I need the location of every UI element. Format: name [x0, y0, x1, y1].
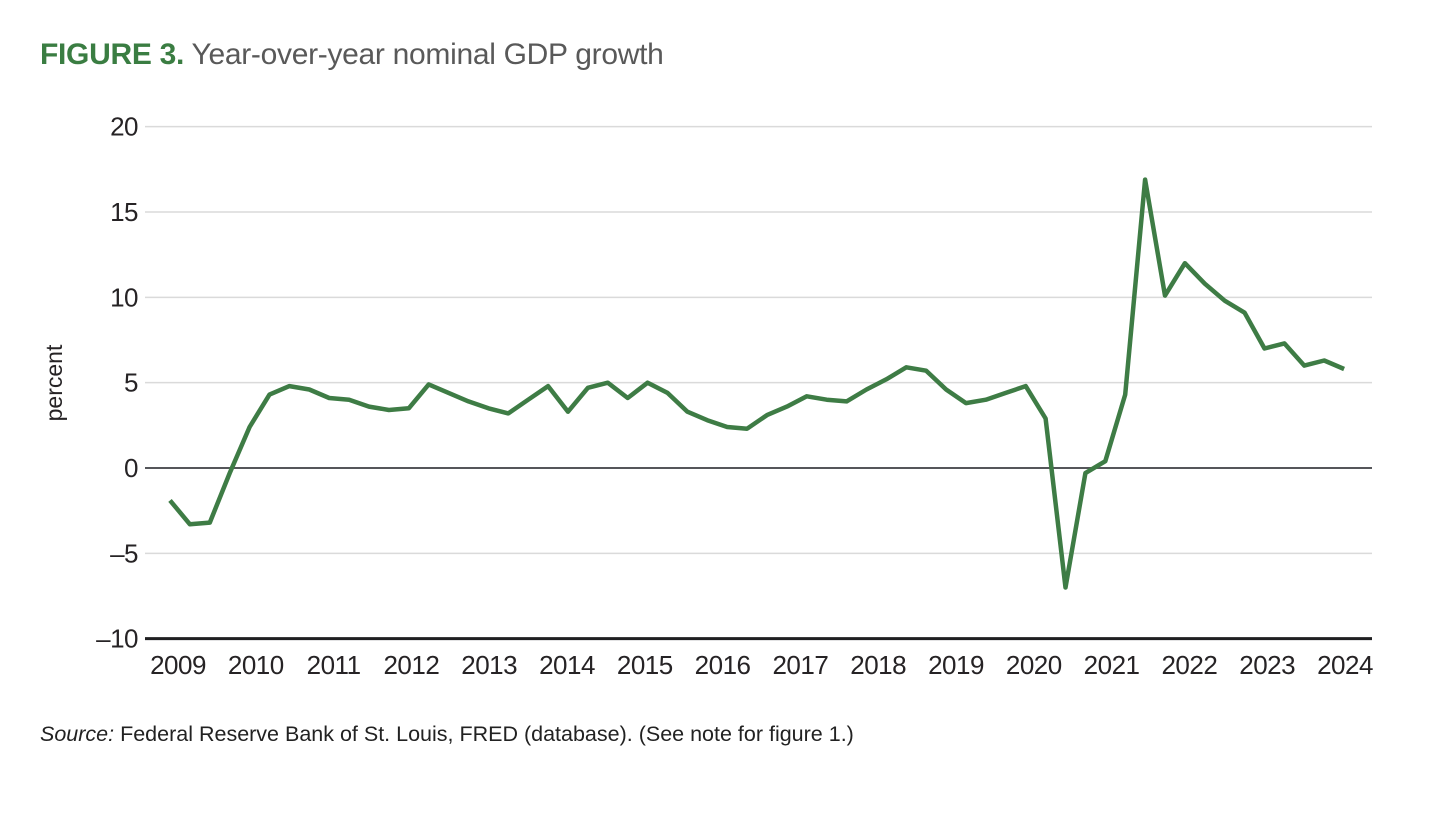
y-tick-label: 5	[124, 368, 138, 398]
x-tick-label: 2019	[928, 650, 984, 680]
x-tick-label: 2017	[772, 650, 828, 680]
x-tick-label: 2016	[695, 650, 751, 680]
y-tick-label: 15	[110, 197, 138, 227]
x-axis-tick-labels: 2009 2010 2011 2012 2013 2014 2015 2016 2017 2018…	[150, 650, 1373, 680]
x-tick-label: 2021	[1084, 650, 1140, 680]
x-tick-label: 2014	[539, 650, 595, 680]
source-note: Source: Federal Reserve Bank of St. Loui…	[40, 722, 854, 747]
gdp-growth-line	[168, 177, 1345, 590]
y-tick-label: –5	[110, 538, 138, 568]
y-tick-label: 0	[124, 453, 138, 483]
source-text: Federal Reserve Bank of St. Louis, FRED …	[114, 722, 854, 746]
figure-title: FIGURE 3. Year-over-year nominal GDP gro…	[40, 38, 664, 72]
y-tick-label: –10	[96, 624, 138, 654]
source-prefix: Source:	[40, 722, 115, 746]
x-tick-label: 2012	[383, 650, 439, 680]
x-tick-label: 2010	[228, 650, 284, 680]
y-tick-label: 10	[110, 282, 138, 312]
x-tick-label: 2015	[617, 650, 673, 680]
y-axis-tick-labels: 20 15 10 5 0 –5 –10	[96, 112, 138, 654]
x-tick-label: 2020	[1006, 650, 1062, 680]
figure-title-text: Year-over-year nominal GDP growth	[191, 38, 664, 71]
gridlines-group	[145, 125, 1372, 641]
x-tick-label: 2018	[850, 650, 906, 680]
y-axis-title: percent	[41, 344, 67, 421]
x-tick-label: 2011	[307, 650, 361, 680]
y-tick-label: 20	[110, 112, 138, 142]
x-tick-label: 2022	[1161, 650, 1217, 680]
figure-number-label: FIGURE 3.	[40, 38, 184, 71]
data-series-group	[168, 177, 1345, 590]
x-tick-label: 2024	[1317, 650, 1373, 680]
x-tick-label: 2013	[461, 650, 517, 680]
x-tick-label: 2009	[150, 650, 206, 680]
x-tick-label: 2023	[1239, 650, 1295, 680]
